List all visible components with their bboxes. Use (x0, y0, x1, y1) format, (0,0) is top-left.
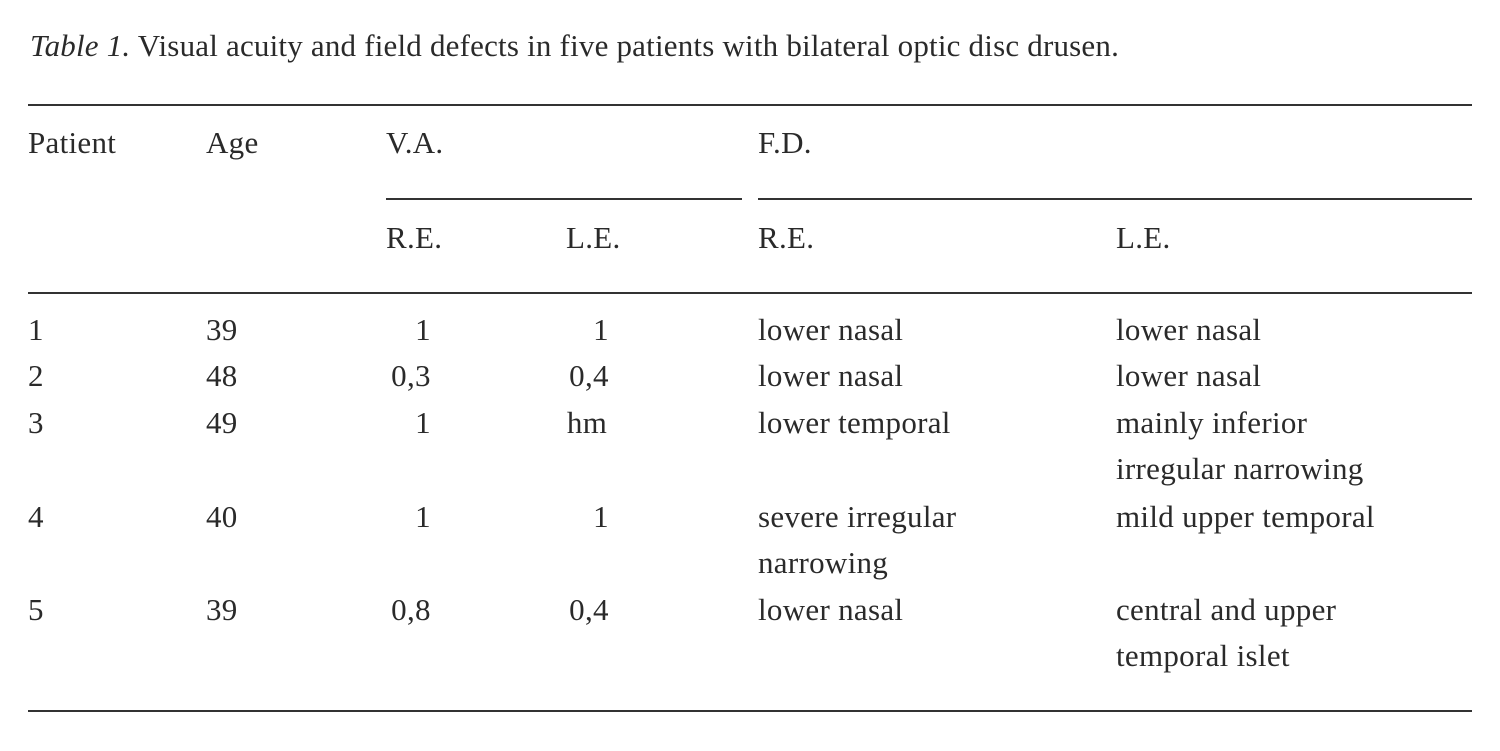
row-5-va-right-eye: 0,8 (391, 592, 431, 627)
row-1-age: 39 (206, 312, 238, 347)
row-5-fd-left-eye-line-1: central and upper (1116, 592, 1337, 627)
table-title: Visual acuity and field defects in five … (137, 28, 1120, 63)
row-1-fd-left-eye: lower nasal (1116, 312, 1262, 347)
row-1-va-right-eye: 1 (415, 312, 431, 347)
row-3-fd-left-eye-line-1: mainly inferior (1116, 405, 1308, 440)
row-2-va-left-eye: 0,4 (569, 358, 609, 393)
row-1-patient: 1 (28, 312, 44, 347)
row-3-fd-right-eye: lower temporal (758, 405, 951, 440)
row-3-age: 49 (206, 405, 238, 440)
bottom-rule (28, 710, 1472, 712)
top-rule (28, 104, 1472, 106)
row-4-va-left-eye: 1 (593, 499, 609, 534)
row-2-va-right-eye: 0,3 (391, 358, 431, 393)
row-5-patient: 5 (28, 592, 44, 627)
header-age: Age (206, 125, 259, 160)
row-1-fd-right-eye: lower nasal (758, 312, 904, 347)
header-fd-left-eye: L.E. (1116, 220, 1171, 255)
row-3-patient: 3 (28, 405, 44, 440)
row-4-patient: 4 (28, 499, 44, 534)
row-2-fd-left-eye: lower nasal (1116, 358, 1262, 393)
header-bottom-rule (28, 292, 1472, 294)
va-span-rule (386, 198, 742, 200)
row-5-fd-left-eye-line-2: temporal islet (1116, 638, 1290, 673)
row-3-fd-left-eye-line-2: irregular narrowing (1116, 451, 1364, 486)
row-2-age: 48 (206, 358, 238, 393)
row-5-va-left-eye: 0,4 (569, 592, 609, 627)
row-4-fd-left-eye: mild upper temporal (1116, 499, 1375, 534)
fd-span-rule (758, 198, 1472, 200)
header-patient: Patient (28, 125, 117, 160)
row-1-va-left-eye: 1 (593, 312, 609, 347)
header-fd: F.D. (758, 125, 812, 160)
row-4-fd-right-eye-line-2: narrowing (758, 545, 889, 580)
row-2-patient: 2 (28, 358, 44, 393)
table-caption: Table 1. Visual acuity and field defects… (30, 24, 1119, 68)
row-3-va-left-eye: hm (566, 405, 608, 440)
header-va: V.A. (386, 125, 444, 160)
row-2-fd-right-eye: lower nasal (758, 358, 904, 393)
header-va-left-eye: L.E. (566, 220, 621, 255)
row-5-age: 39 (206, 592, 238, 627)
header-va-right-eye: R.E. (386, 220, 443, 255)
row-3-va-right-eye: 1 (415, 405, 431, 440)
row-4-va-right-eye: 1 (415, 499, 431, 534)
row-4-age: 40 (206, 499, 238, 534)
table-label: Table 1. (30, 28, 131, 63)
row-5-fd-right-eye: lower nasal (758, 592, 904, 627)
header-fd-right-eye: R.E. (758, 220, 815, 255)
row-4-fd-right-eye-line-1: severe irregular (758, 499, 957, 534)
